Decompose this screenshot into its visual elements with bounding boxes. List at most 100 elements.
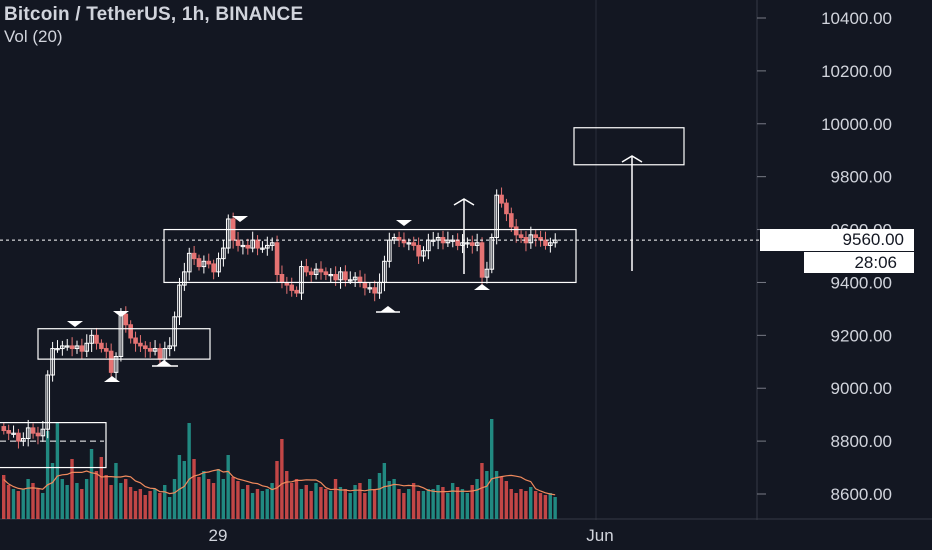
candle-body (69, 345, 75, 350)
candle-body (64, 345, 70, 348)
bar-countdown-badge: 28:06 (804, 251, 914, 273)
candle-body (133, 337, 138, 344)
volume-bar (289, 483, 294, 519)
candle-body (196, 258, 202, 268)
volume-bar (504, 481, 509, 519)
candle-body (445, 239, 451, 244)
volume-bar (124, 479, 128, 519)
volume-bar (348, 493, 352, 519)
volume-bar (368, 479, 372, 519)
candle-body (201, 260, 207, 268)
y-tick-label: 10000.00 (821, 115, 892, 134)
volume-bar (499, 477, 504, 519)
volume-bar (328, 491, 333, 519)
volume-bar (382, 463, 387, 519)
breakout-arrow-head (453, 198, 475, 206)
volume-bar (192, 459, 196, 519)
volume-bar (494, 471, 499, 519)
volume-bar (60, 479, 64, 519)
y-tick-label: 8800.00 (831, 432, 892, 451)
volume-bar (80, 489, 84, 519)
volume-bar (455, 487, 460, 519)
volume-bar (509, 489, 513, 519)
volume-bar (226, 455, 230, 519)
candle-body (499, 194, 504, 204)
candle-body (474, 242, 480, 246)
volume-bar (363, 493, 367, 519)
volume-bar (153, 489, 157, 519)
volume-bar (99, 457, 103, 519)
volume-bar (470, 485, 474, 519)
range-box-1 (0, 422, 107, 469)
candle-body (240, 244, 246, 248)
candle-body (343, 271, 348, 281)
candle-body (513, 226, 519, 236)
candle-body (99, 342, 104, 350)
target-box (573, 127, 685, 166)
candle-body (274, 242, 280, 276)
volume-bar (480, 463, 484, 519)
volume-bar (475, 479, 479, 519)
candle-body (6, 430, 11, 434)
volume-bar (94, 471, 99, 519)
volume-bar (55, 423, 60, 519)
candle-body (35, 432, 41, 437)
candle-body (25, 427, 31, 439)
volume-bar (246, 485, 250, 519)
volume-bar (128, 487, 133, 519)
candle-body (279, 274, 285, 283)
volume-bar (338, 487, 343, 519)
volume-bar (465, 493, 469, 519)
range-box-2 (37, 328, 211, 360)
volume-bar (211, 483, 216, 519)
candle-body (16, 432, 21, 442)
volume-bar (460, 489, 465, 519)
candlesticks (1, 187, 558, 449)
candle-body (60, 345, 65, 350)
candle-body (387, 239, 392, 262)
candle-body (143, 345, 148, 350)
volume-bar (167, 497, 172, 519)
volume-bar (138, 489, 143, 519)
volume-bar (187, 423, 191, 519)
volume-bar (294, 479, 299, 519)
candle-body (55, 348, 60, 351)
candle-body (352, 276, 358, 281)
volume-bar (31, 483, 35, 519)
candle-body (533, 234, 539, 238)
y-tick-label: 9400.00 (831, 273, 892, 292)
volume-bar (446, 493, 450, 519)
volume-bar (270, 483, 274, 519)
volume-bar (275, 461, 279, 519)
x-tick-label: 29 (209, 526, 228, 545)
volume-bar (431, 489, 435, 519)
candle-body (357, 276, 363, 283)
volume-bar (519, 489, 523, 519)
candle-body (108, 350, 114, 373)
volume-bar (514, 493, 518, 519)
volume-bar (426, 489, 430, 519)
candle-body (299, 266, 304, 294)
y-tick-label: 10200.00 (821, 62, 892, 81)
candle-body (528, 234, 534, 244)
volume-bar (119, 483, 123, 519)
candle-body (484, 268, 490, 278)
swing-low-marker (156, 360, 172, 366)
price-axis[interactable]: 10400.0010200.0010000.009800.009600.0094… (209, 9, 892, 545)
candle-body (465, 242, 470, 245)
volume-bar (65, 485, 69, 519)
candle-body (455, 239, 460, 246)
candle-body (294, 289, 299, 294)
candle-body (552, 239, 558, 244)
candle-body (308, 271, 314, 276)
volume-bar (143, 495, 147, 519)
volume-bar (114, 463, 118, 519)
volume-bar (6, 485, 11, 519)
volume-bar (358, 483, 362, 519)
volume-bar (84, 479, 89, 519)
candle-body (396, 236, 402, 241)
candle-body (30, 427, 36, 434)
candle-body (225, 218, 231, 249)
volume-bar (158, 493, 162, 519)
